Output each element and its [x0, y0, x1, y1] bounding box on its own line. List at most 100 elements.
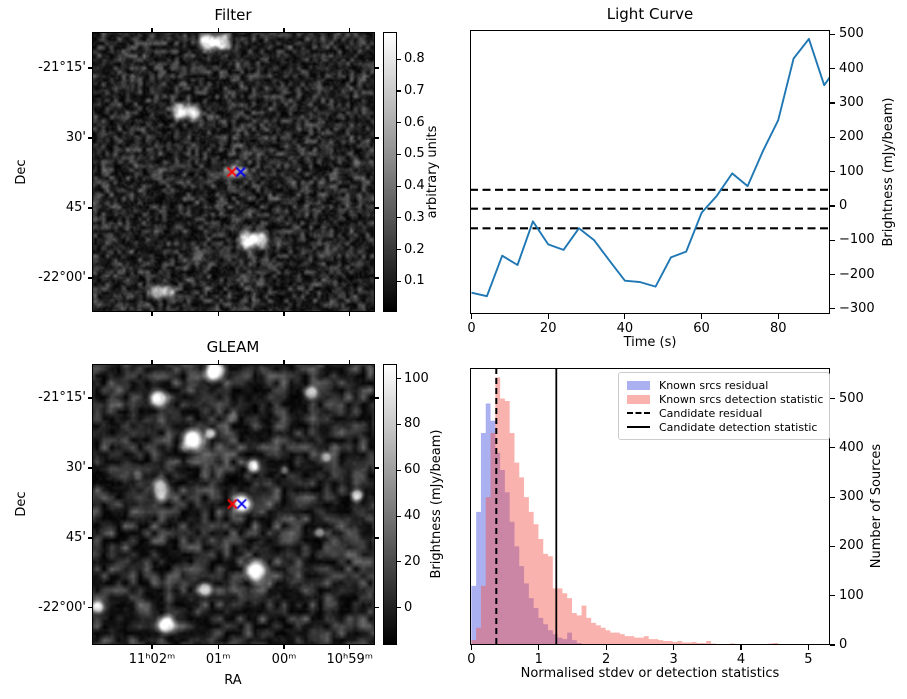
- tick-mark: [830, 239, 835, 241]
- gleam-image: [93, 365, 374, 644]
- filter-image: [93, 33, 374, 311]
- tick-mark: [283, 360, 285, 364]
- colorbar-tick-label: 0.8: [404, 51, 425, 67]
- tick-mark: [397, 561, 401, 563]
- tick-mark: [88, 467, 92, 469]
- tick-mark: [88, 67, 92, 69]
- axes-frame: [470, 30, 830, 314]
- legend-label: Known srcs detection statistic: [659, 392, 824, 406]
- colorbar-tick-label: 100: [404, 370, 429, 386]
- tick-mark: [538, 645, 540, 650]
- xtick-label: 20: [539, 321, 557, 336]
- tick-mark: [349, 645, 351, 649]
- tick-mark: [830, 644, 835, 646]
- tick-mark: [151, 645, 153, 649]
- tick-mark: [375, 207, 379, 209]
- axes-frame: [470, 368, 830, 645]
- colorbar-tick-label: 0.6: [404, 114, 425, 130]
- ytick-label: −100: [839, 232, 875, 248]
- tick-mark: [375, 137, 379, 139]
- ytick-label: -22°00': [38, 270, 86, 285]
- xtick-label: 3: [669, 652, 678, 667]
- xtick-label: 01ᵐ: [205, 652, 231, 667]
- ytick-label: -22°00': [38, 599, 86, 615]
- tick-mark: [397, 122, 401, 124]
- tick-mark: [830, 595, 835, 597]
- xtick-label: 0: [467, 652, 476, 667]
- tick-mark: [397, 515, 401, 517]
- ytick-label: 400: [839, 60, 864, 76]
- tick-mark: [397, 280, 401, 282]
- histogram-ylabel: Number of Sources: [869, 443, 884, 569]
- legend-row: Known srcs residual: [627, 378, 821, 392]
- lightcurve-line: [471, 37, 830, 298]
- tick-mark: [151, 312, 153, 316]
- ytick-label: 300: [839, 489, 864, 505]
- tick-mark: [88, 277, 92, 279]
- tick-mark: [605, 645, 607, 650]
- tick-mark: [349, 312, 351, 316]
- ytick-label: 0: [839, 637, 848, 652]
- gleam-image-axes: [92, 364, 375, 645]
- tick-mark: [375, 537, 379, 539]
- legend-row: Candidate residual: [627, 406, 821, 420]
- legend-label: Candidate detection statistic: [659, 420, 818, 434]
- xtick-label: 80: [769, 321, 787, 336]
- histogram-series: [471, 377, 830, 645]
- tick-mark: [283, 312, 285, 316]
- tick-mark: [830, 496, 835, 498]
- tick-mark: [349, 28, 351, 32]
- histogram-axes: Known srcs residual Known srcs detection…: [470, 368, 830, 645]
- tick-mark: [349, 360, 351, 364]
- tick-mark: [151, 360, 153, 364]
- tick-mark: [88, 207, 92, 209]
- tick-mark: [397, 90, 401, 92]
- legend-label: Candidate residual: [659, 406, 763, 420]
- colorbar-tick-label: 0.2: [404, 241, 425, 257]
- ytick-label: 200: [839, 129, 864, 145]
- tick-mark: [397, 58, 401, 60]
- lightcurve-xlabel: Time (s): [623, 335, 677, 350]
- tick-mark: [830, 545, 835, 547]
- ytick-label: −200: [839, 266, 875, 282]
- tick-mark: [397, 185, 401, 187]
- colorbar-tick-label: 0.7: [404, 82, 425, 98]
- tick-mark: [397, 423, 401, 426]
- tick-mark: [830, 136, 835, 138]
- tick-mark: [830, 308, 835, 310]
- tick-mark: [830, 273, 835, 276]
- tick-mark: [470, 645, 472, 650]
- xtick-label: 00ᵐ: [271, 652, 297, 667]
- tick-mark: [700, 314, 703, 319]
- xtick-label: 40: [616, 321, 634, 336]
- tick-mark: [397, 469, 401, 471]
- tick-mark: [88, 537, 92, 539]
- ytick-label: 500: [839, 390, 864, 406]
- tick-mark: [397, 153, 401, 155]
- tick-mark: [375, 607, 379, 609]
- tick-mark: [375, 397, 379, 399]
- known-srcs-detection-swatch: [627, 394, 650, 404]
- tick-mark: [397, 607, 401, 609]
- ytick-label: -21°15': [38, 60, 86, 75]
- tick-mark: [217, 645, 219, 649]
- gleam-colorbar-label: Brightness (mJy/beam): [429, 429, 444, 579]
- ytick-label: 500: [839, 26, 864, 42]
- tick-mark: [217, 360, 219, 364]
- xtick-label: 5: [804, 652, 813, 667]
- xtick-label: 11ʰ02ᵐ: [128, 652, 176, 667]
- colorbar-tick-label: 0.4: [404, 178, 425, 194]
- tick-mark: [88, 397, 92, 399]
- tick-mark: [151, 28, 153, 32]
- xtick-label: 1: [534, 652, 543, 667]
- colorbar-tick-label: 20: [404, 553, 421, 569]
- gleam-ylabel: Dec: [14, 491, 29, 517]
- tick-mark: [88, 137, 92, 139]
- tick-mark: [375, 67, 379, 69]
- tick-mark: [88, 607, 92, 609]
- ytick-label: 200: [839, 538, 864, 554]
- tick-mark: [217, 28, 219, 32]
- colorbar-tick-label: 0.1: [404, 273, 425, 289]
- xtick-label: 10ʰ59ᵐ: [326, 652, 373, 667]
- colorbar-tick-label: 40: [404, 508, 421, 524]
